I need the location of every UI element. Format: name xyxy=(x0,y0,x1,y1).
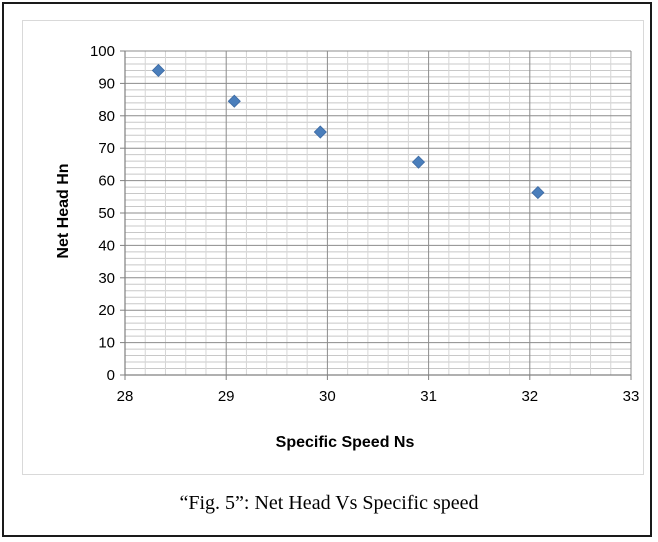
y-tick-label: 80 xyxy=(98,108,115,125)
data-point-marker xyxy=(151,63,165,78)
y-tick-label: 50 xyxy=(98,205,115,222)
x-tick-label: 32 xyxy=(521,388,538,405)
minor-gridlines xyxy=(125,51,631,375)
y-tick-label: 100 xyxy=(90,43,115,60)
y-tick-label: 40 xyxy=(98,237,115,254)
data-point-marker xyxy=(411,155,426,169)
y-tick-label: 10 xyxy=(98,335,115,352)
x-axis-title: Specific Speed Ns xyxy=(276,434,415,451)
chart-area: 0 10 20 30 40 50 60 70 80 90 100 28 29 30 31 32 33 Net … xyxy=(22,20,644,475)
y-tick-label: 0 xyxy=(107,367,115,384)
y-tick-label: 60 xyxy=(98,173,115,190)
major-gridlines xyxy=(124,50,632,376)
scatter-chart: 0 10 20 30 40 50 60 70 80 90 100 28 29 30 31 32 33 Net … xyxy=(55,43,640,451)
figure-frame: 0 10 20 30 40 50 60 70 80 90 100 28 29 30 31 32 33 Net … xyxy=(2,2,652,537)
x-tick-label: 31 xyxy=(420,388,437,405)
y-axis-title: Net Head Hn xyxy=(55,163,72,258)
x-tick-label: 30 xyxy=(319,388,336,405)
data-point-marker xyxy=(313,125,327,139)
data-point-marker xyxy=(531,186,545,200)
y-tick-label: 30 xyxy=(98,270,115,287)
x-tick-label: 33 xyxy=(623,388,640,405)
data-points xyxy=(151,63,545,200)
x-tick-label: 29 xyxy=(218,388,235,405)
y-tick-label: 70 xyxy=(98,140,115,157)
y-axis-ticks: 0 10 20 30 40 50 60 70 80 90 100 xyxy=(90,43,125,384)
data-point-marker xyxy=(227,94,241,108)
x-axis-ticks: 28 29 30 31 32 33 xyxy=(117,375,640,405)
y-tick-label: 90 xyxy=(98,75,115,92)
x-tick-label: 28 xyxy=(117,388,134,405)
figure-caption: “Fig. 5”: Net Head Vs Specific speed xyxy=(179,492,479,514)
y-tick-label: 20 xyxy=(98,302,115,319)
